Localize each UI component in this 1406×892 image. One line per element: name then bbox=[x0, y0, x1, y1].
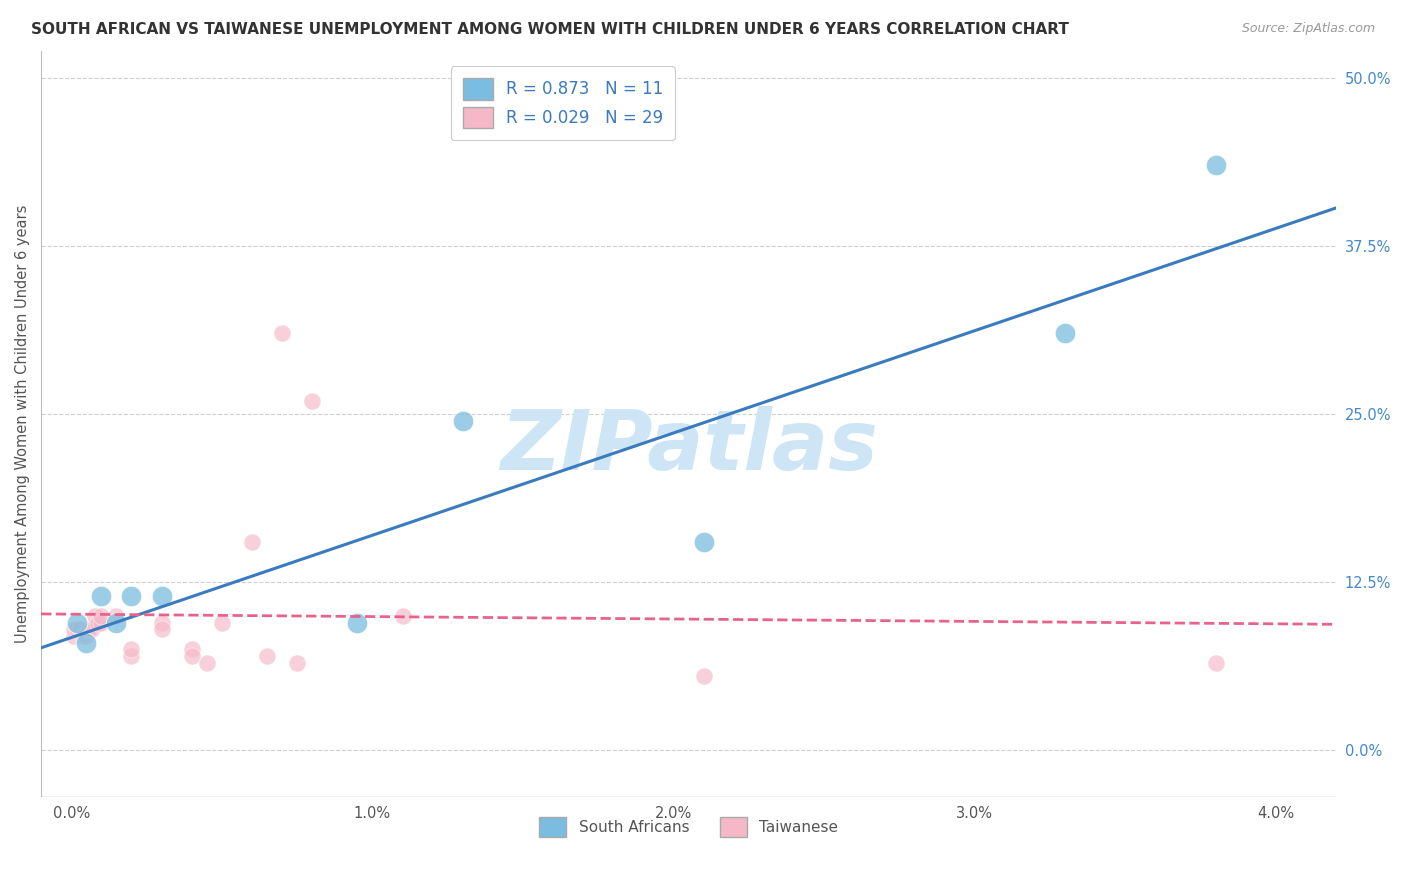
Point bbox=[195, 656, 218, 670]
Point bbox=[285, 656, 308, 670]
Point bbox=[1054, 326, 1077, 341]
Point bbox=[240, 534, 263, 549]
Point bbox=[75, 629, 97, 643]
Point bbox=[63, 629, 86, 643]
Point bbox=[90, 589, 112, 603]
Point bbox=[150, 615, 173, 630]
Point bbox=[105, 615, 128, 630]
Point bbox=[346, 615, 368, 630]
Text: SOUTH AFRICAN VS TAIWANESE UNEMPLOYMENT AMONG WOMEN WITH CHILDREN UNDER 6 YEARS : SOUTH AFRICAN VS TAIWANESE UNEMPLOYMENT … bbox=[31, 22, 1069, 37]
Point bbox=[180, 649, 202, 664]
Point bbox=[90, 608, 112, 623]
Point bbox=[66, 622, 89, 636]
Text: Source: ZipAtlas.com: Source: ZipAtlas.com bbox=[1241, 22, 1375, 36]
Point bbox=[692, 669, 714, 683]
Point bbox=[150, 589, 173, 603]
Point bbox=[1205, 656, 1227, 670]
Point bbox=[66, 615, 89, 630]
Point bbox=[451, 414, 474, 428]
Point bbox=[391, 608, 413, 623]
Point bbox=[75, 636, 97, 650]
Point bbox=[692, 534, 714, 549]
Point bbox=[301, 393, 323, 408]
Point bbox=[271, 326, 294, 341]
Point bbox=[121, 649, 143, 664]
Point bbox=[211, 615, 233, 630]
Point bbox=[121, 642, 143, 657]
Point bbox=[84, 608, 107, 623]
Point bbox=[1205, 158, 1227, 172]
Point bbox=[150, 622, 173, 636]
Point bbox=[256, 649, 278, 664]
Point bbox=[180, 642, 202, 657]
Point bbox=[63, 622, 86, 636]
Point bbox=[82, 622, 104, 636]
Point bbox=[69, 622, 91, 636]
Point bbox=[72, 629, 94, 643]
Legend: South Africans, Taiwanese: South Africans, Taiwanese bbox=[530, 808, 848, 846]
Point bbox=[105, 608, 128, 623]
Point bbox=[79, 622, 101, 636]
Point bbox=[87, 615, 110, 630]
Y-axis label: Unemployment Among Women with Children Under 6 years: Unemployment Among Women with Children U… bbox=[15, 205, 30, 643]
Text: ZIPatlas: ZIPatlas bbox=[499, 406, 877, 487]
Point bbox=[90, 615, 112, 630]
Point bbox=[121, 589, 143, 603]
